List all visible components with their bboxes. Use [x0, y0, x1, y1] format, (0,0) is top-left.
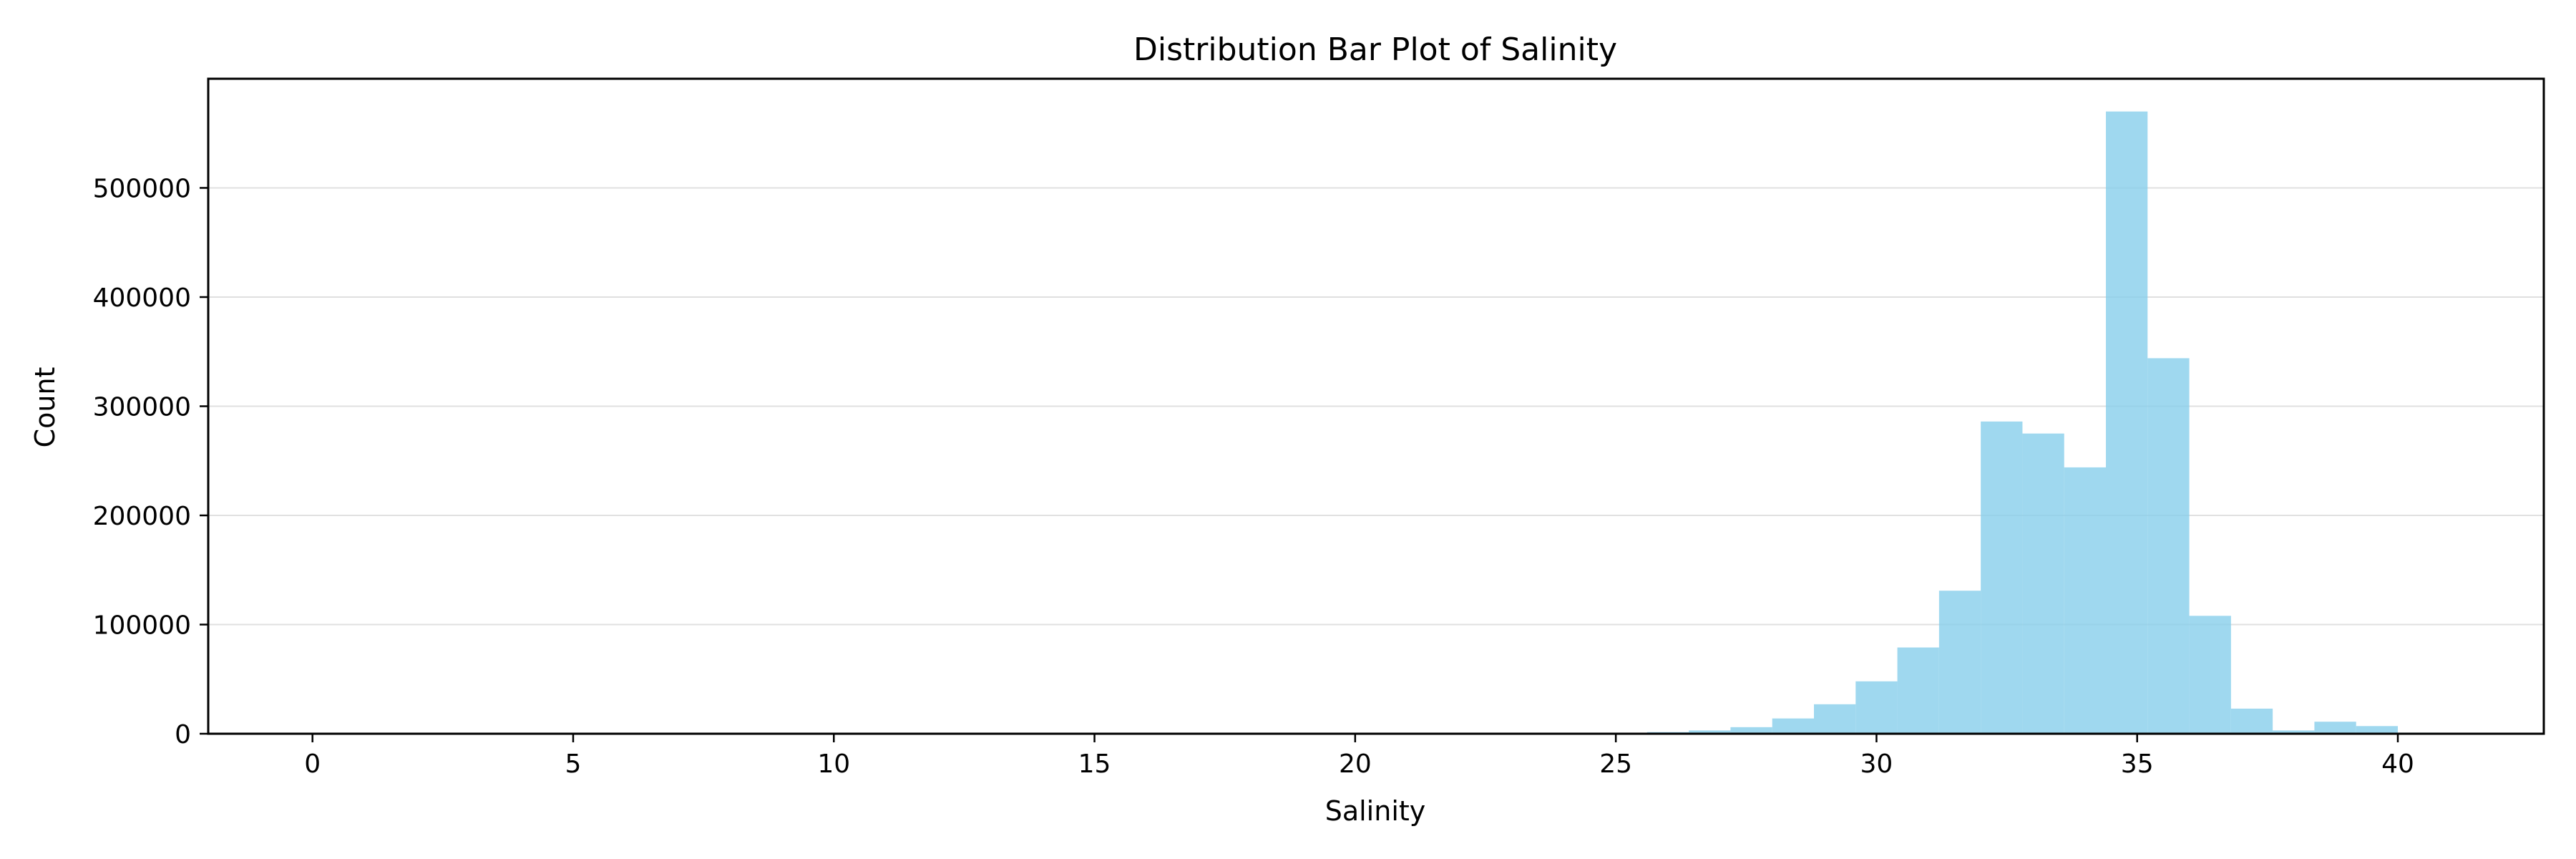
bars — [1605, 111, 2440, 734]
x-tick-label: 0 — [304, 749, 321, 779]
histogram-bar — [1689, 730, 1731, 734]
x-tick-label: 40 — [2381, 749, 2414, 779]
histogram-bar — [2230, 708, 2273, 734]
x-tick-label: 10 — [817, 749, 850, 779]
y-tick-label: 300000 — [93, 393, 191, 422]
x-axis-ticks: 0 5 10 15 20 25 30 35 40 — [304, 734, 2414, 779]
histogram-bar — [1938, 591, 1981, 734]
y-axis-label: Count — [29, 367, 61, 448]
histogram-bar — [2022, 433, 2064, 734]
x-tick-label: 5 — [565, 749, 582, 779]
histogram-bar — [1981, 421, 2023, 734]
grid-lines — [208, 187, 2544, 626]
histogram-bar — [2314, 722, 2356, 734]
x-tick-label: 30 — [1860, 749, 1893, 779]
histogram-bar — [2064, 467, 2106, 734]
y-tick-label: 400000 — [93, 283, 191, 313]
x-tick-label: 15 — [1078, 749, 1111, 779]
histogram-bar — [2273, 730, 2315, 734]
histogram-bar — [2189, 616, 2231, 734]
y-tick-label: 200000 — [93, 502, 191, 531]
y-tick-label: 0 — [175, 720, 191, 749]
histogram-bar — [2147, 358, 2190, 734]
histogram-bar — [1772, 718, 1814, 734]
histogram-bar — [1730, 727, 1772, 734]
y-axis-ticks: 0 100000 200000 300000 400000 500000 — [93, 175, 208, 749]
x-tick-label: 25 — [1599, 749, 1632, 779]
histogram-bar — [1855, 681, 1898, 734]
x-tick-label: 20 — [1339, 749, 1372, 779]
chart-title: Distribution Bar Plot of Salinity — [1133, 31, 1617, 68]
histogram-bar — [1897, 647, 1939, 734]
histogram-bar — [2356, 726, 2398, 734]
x-axis-label: Salinity — [1325, 795, 1426, 827]
y-tick-label: 500000 — [93, 175, 191, 204]
histogram-bar — [1814, 704, 1856, 734]
x-tick-label: 35 — [2121, 749, 2154, 779]
y-tick-label: 100000 — [93, 611, 191, 641]
histogram-bar — [2106, 111, 2148, 734]
